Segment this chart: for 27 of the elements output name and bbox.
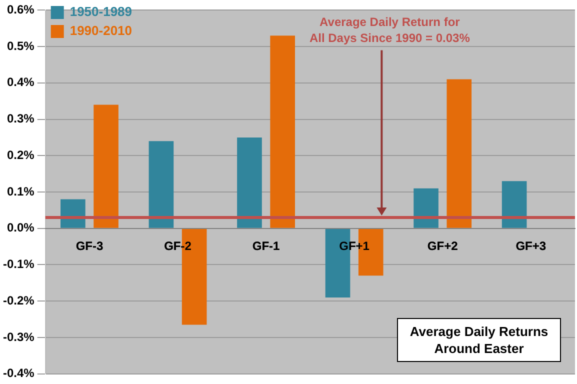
bar [502, 181, 527, 228]
y-tick-label: -0.3% [2, 330, 35, 344]
bar [414, 188, 438, 228]
bar [148, 141, 174, 228]
y-tick-label: 0.4% [6, 75, 35, 90]
x-tick-label: GF+3 [516, 238, 546, 253]
y-tick-label: 0.6% [6, 2, 35, 17]
bar [94, 104, 118, 228]
x-tick-label: GF+2 [427, 238, 458, 253]
y-tick-label: 0.3% [6, 112, 35, 126]
x-tick-label: GF+1 [339, 238, 370, 253]
y-tick-label: 0.2% [6, 148, 35, 162]
bar [270, 36, 295, 228]
bar [446, 79, 472, 228]
y-tick-label: 0.5% [6, 38, 35, 53]
y-tick-label: -0.4% [2, 366, 35, 380]
y-tick-label: -0.1% [2, 257, 35, 272]
x-tick-label: GF-1 [252, 238, 280, 253]
y-tick-label: -0.2% [2, 293, 35, 308]
legend-label: 1990-2010 [70, 23, 132, 38]
x-tick-label: GF-3 [76, 238, 104, 253]
y-tick-label: 0.1% [6, 184, 35, 198]
legend-label: 1950-1989 [70, 4, 132, 20]
bar [237, 137, 262, 228]
ref-line-label: Average Daily Return for All Days Since 1990 = 0.03% [309, 15, 470, 46]
text: Average Daily Returns Around Easter [397, 318, 561, 362]
y-tick-label: 0.0% [6, 220, 35, 235]
